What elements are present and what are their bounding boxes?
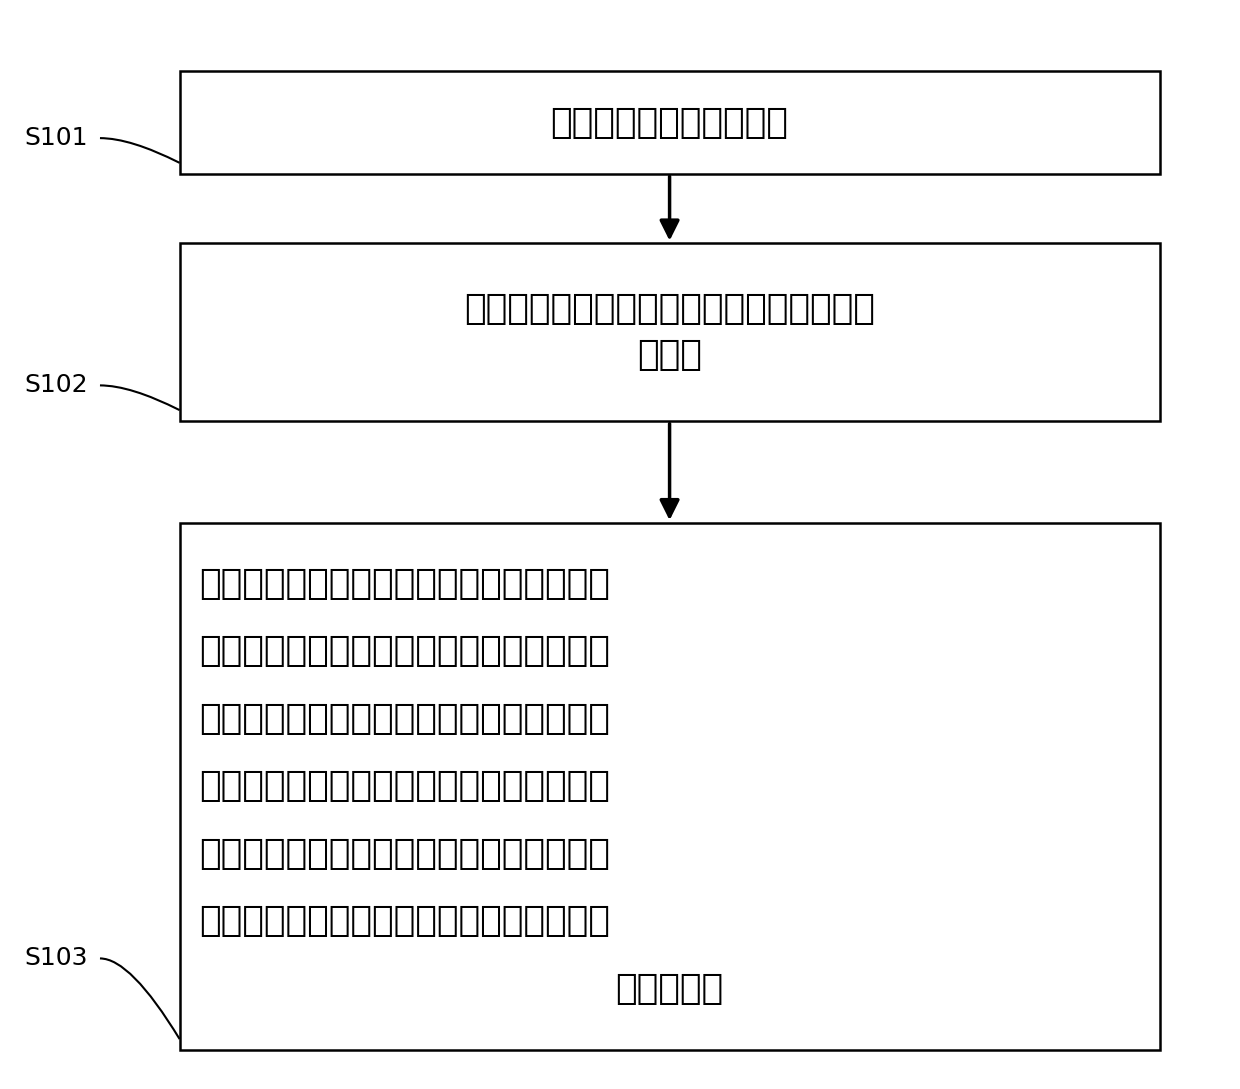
Text: 若所述实际压力数据小于所述压力下限值，: 若所述实际压力数据小于所述压力下限值，: [200, 566, 610, 601]
Text: 所述实际压力数据大于或者等于所述压力下: 所述实际压力数据大于或者等于所述压力下: [200, 702, 610, 736]
FancyBboxPatch shape: [180, 72, 1159, 173]
Text: S103: S103: [25, 946, 88, 970]
Text: 压力上限值: 压力上限值: [615, 972, 724, 1006]
FancyBboxPatch shape: [180, 244, 1159, 420]
FancyBboxPatch shape: [180, 523, 1159, 1050]
Text: 限值，按照停机逻辑顺序控制空压机的停机: 限值，按照停机逻辑顺序控制空压机的停机: [200, 837, 610, 871]
Text: 限值；若所述实际压力数据大于所述压力上: 限值；若所述实际压力数据大于所述压力上: [200, 770, 610, 804]
Text: 获取管网的实际压力数据: 获取管网的实际压力数据: [551, 106, 789, 139]
Text: S102: S102: [24, 374, 88, 397]
Text: 比较所述实际压力数据与压力下限值和压力
上限值: 比较所述实际压力数据与压力下限值和压力 上限值: [464, 292, 875, 372]
Text: S101: S101: [25, 126, 88, 150]
Text: 按照启动逻辑顺序控制空压机的开启，直至: 按照启动逻辑顺序控制空压机的开启，直至: [200, 634, 610, 669]
Text: ，直至所述实际压力数据小于或者等于所述: ，直至所述实际压力数据小于或者等于所述: [200, 905, 610, 939]
